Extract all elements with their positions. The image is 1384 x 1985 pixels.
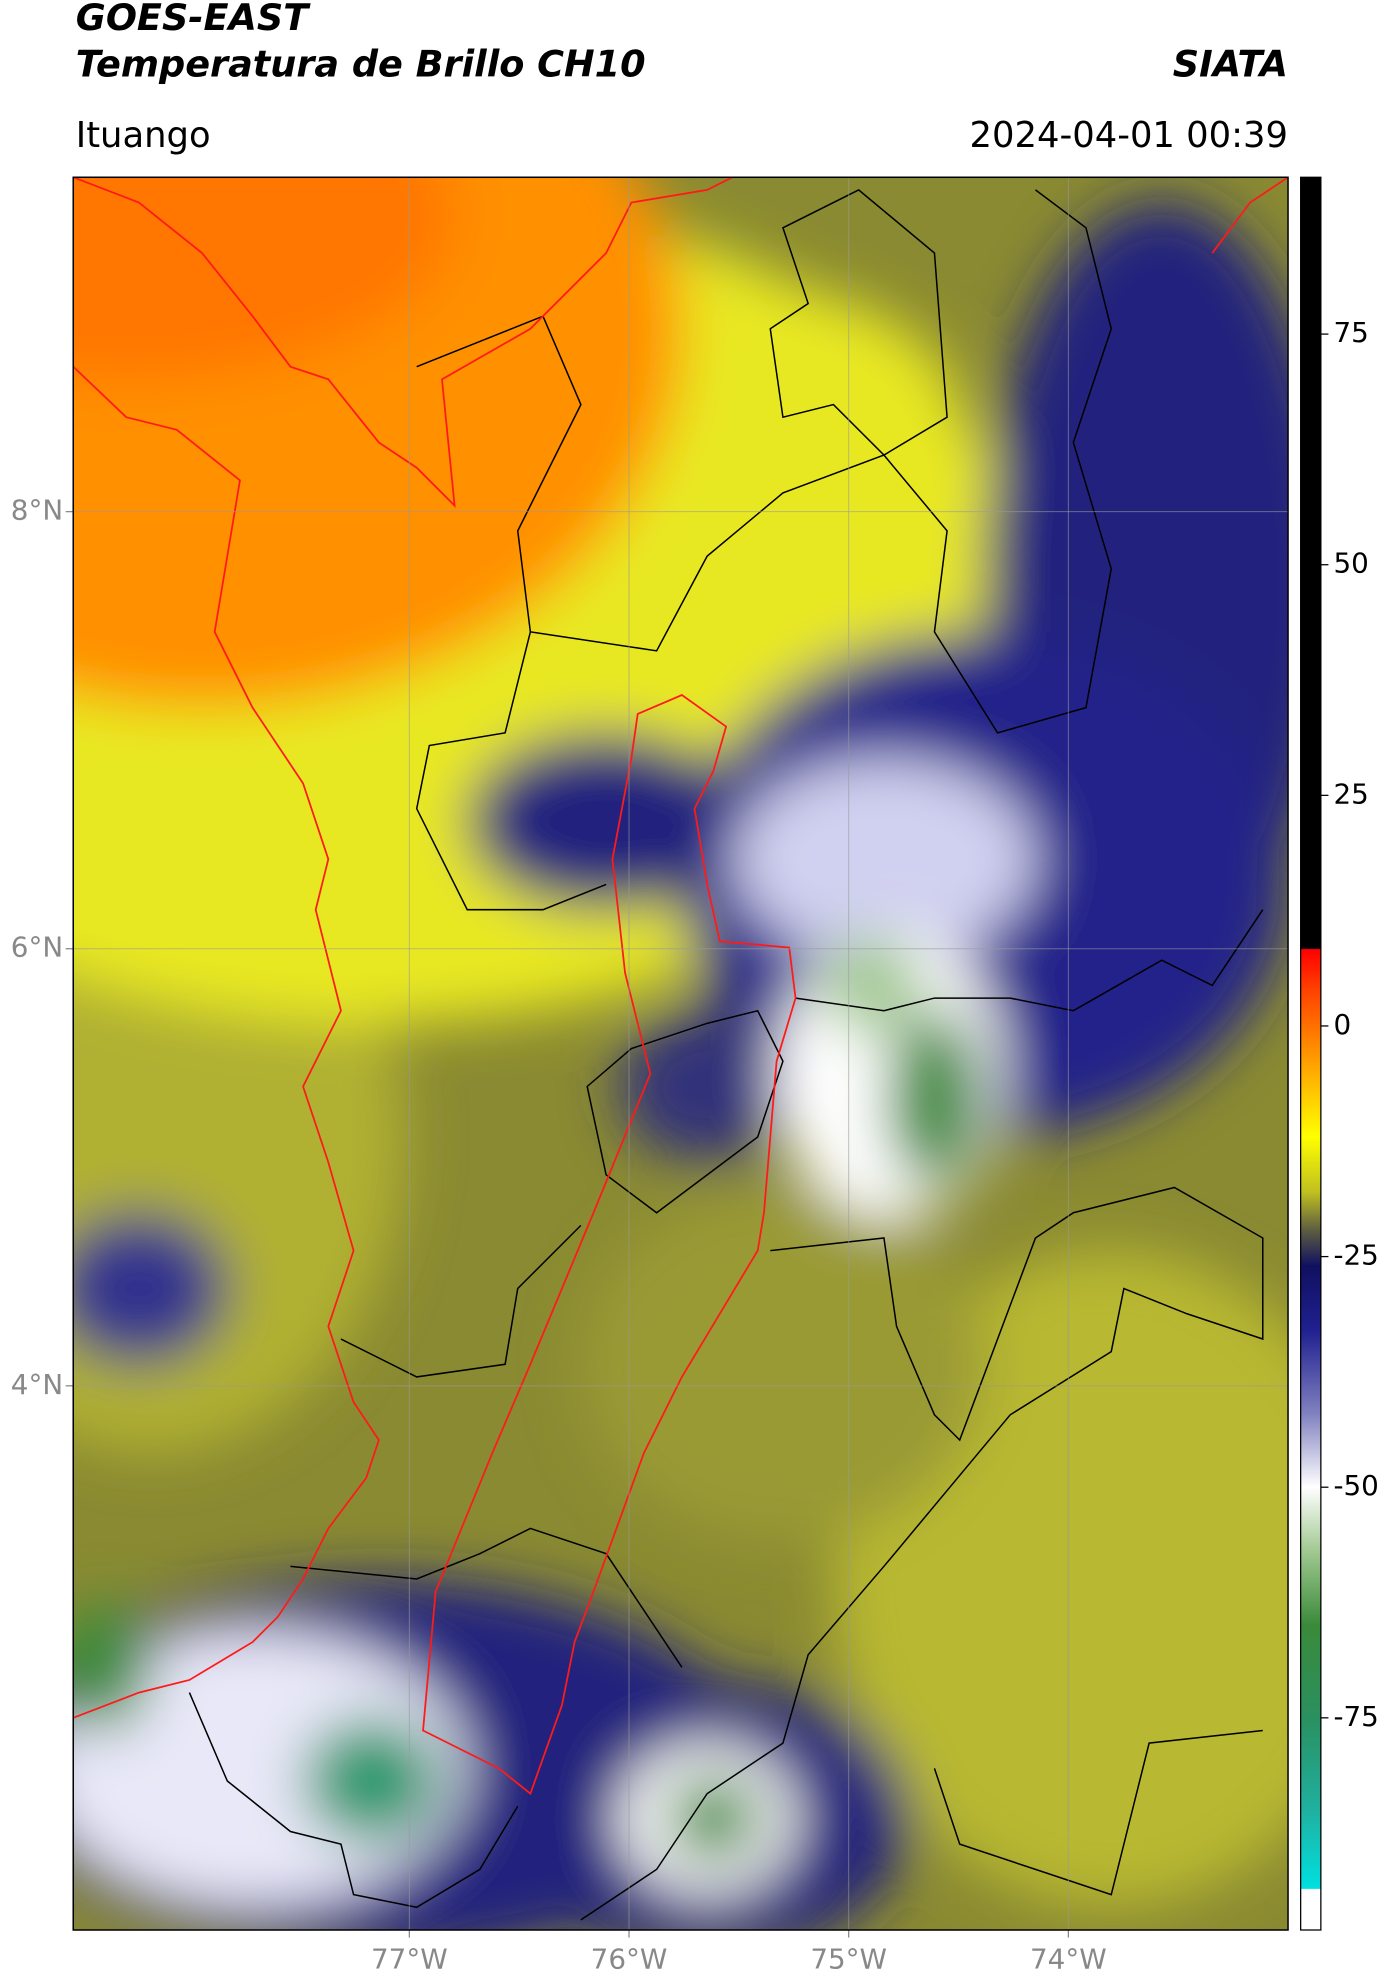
colorbar-segment [1300, 949, 1321, 990]
colorbar-segment [1300, 1192, 1321, 1229]
grid: 77°W 76°W 75°W 74°W 4°N 6°N 8°N [11, 177, 1289, 1975]
colorbar-tick-label: 50 [1333, 547, 1368, 580]
colorbar-segment [1300, 989, 1321, 1063]
colorbar-segment [1300, 1889, 1321, 1931]
subtitle: Temperatura de Brillo CH10 [76, 43, 646, 86]
colorbar-tick-label: -50 [1333, 1469, 1378, 1502]
colorbar-segment [1300, 1062, 1321, 1137]
colorbar-frame [1300, 176, 1322, 1931]
colorbar-segment [1300, 1330, 1321, 1414]
colorbar-segment [1300, 1810, 1321, 1889]
colorbar: -75 -50 -25 0 25 50 75 [1300, 177, 1379, 1931]
colorbar-segment [1300, 1717, 1321, 1811]
y-tick-label: 4°N [11, 1368, 63, 1401]
map-frame [72, 176, 1289, 1931]
colorbar-segment [1300, 1265, 1321, 1331]
y-tick-label: 6°N [11, 931, 63, 964]
colorbar-tick-label: 75 [1333, 316, 1368, 349]
colorbar-segment [1300, 1625, 1321, 1718]
colorbar-segment [1300, 1228, 1321, 1266]
y-tick-label: 8°N [11, 494, 63, 527]
colorbar-tick-label: 0 [1333, 1008, 1351, 1041]
location: Ituango [76, 115, 211, 156]
colorbar-segment [1300, 1487, 1321, 1552]
colorbar-tick-label: 25 [1333, 777, 1368, 810]
x-tick-label: 77°W [371, 1942, 448, 1975]
colorbar-tick-label: -25 [1333, 1239, 1378, 1272]
x-tick-label: 75°W [810, 1942, 887, 1975]
colorbar-segment [1300, 177, 1321, 949]
title: GOES-EAST [76, 0, 311, 39]
x-tick-label: 74°W [1030, 1942, 1107, 1975]
colorbar-segment [1300, 948, 1321, 950]
x-tick-label: 76°W [591, 1942, 668, 1975]
colorbar-segment [1300, 1888, 1321, 1890]
source: SIATA [1173, 43, 1288, 86]
colorbar-segment [1300, 1551, 1321, 1626]
colorbar-segment [1300, 1413, 1321, 1488]
colorbar-segment [1300, 1136, 1321, 1193]
colorbar-tick-label: -75 [1333, 1700, 1378, 1733]
datetime: 2024-04-01 00:39 [970, 115, 1289, 156]
